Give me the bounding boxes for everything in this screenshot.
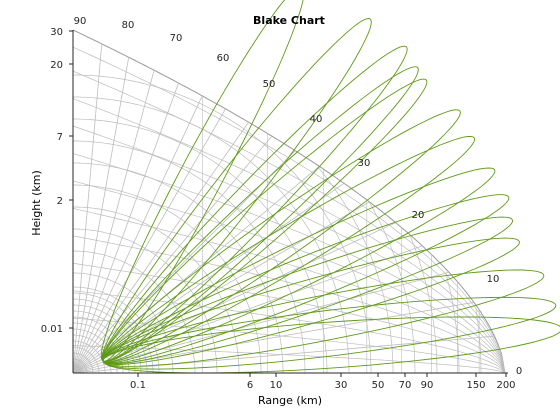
coverage-lobe (102, 109, 461, 363)
coverage-lobe (101, 45, 408, 363)
x-tick-label: 50 (372, 380, 385, 391)
range-arc (73, 292, 154, 373)
height-curve (72, 317, 506, 374)
angle-label: 0 (516, 366, 522, 377)
range-arc (73, 228, 218, 373)
outer-envelope (72, 29, 506, 374)
range-arc (73, 118, 328, 373)
range-arc (73, 74, 372, 373)
coverage-lobe (102, 216, 513, 365)
y-tick-label: 20 (50, 60, 63, 71)
angle-label: 70 (170, 33, 183, 44)
angle-label: 40 (310, 114, 323, 125)
angle-gridline (72, 121, 249, 374)
y-tick-label: 0.01 (41, 324, 63, 335)
angle-gridline (72, 271, 450, 374)
height-curve (72, 98, 506, 374)
angle-label: 20 (412, 210, 425, 221)
coverage-lobe (102, 237, 520, 365)
angle-label: 90 (74, 16, 87, 27)
range-arc (73, 140, 306, 373)
angle-label: 30 (358, 158, 371, 169)
height-curve (72, 235, 506, 374)
y-axis-label: Height (km) (30, 170, 43, 236)
y-tick-label: 7 (57, 132, 63, 143)
angle-label: 50 (263, 79, 276, 90)
range-arc (73, 322, 124, 373)
range-arc (368, 201, 416, 374)
x-tick-label: 6 (247, 380, 253, 391)
angle-gridline (72, 70, 155, 374)
range-arc (73, 250, 196, 373)
height-curve (72, 125, 506, 374)
y-tick-label: 30 (50, 27, 63, 38)
range-arc (73, 364, 82, 373)
coverage-lobe (101, 18, 372, 362)
x-tick-label: 70 (399, 380, 412, 391)
x-tick-label: 150 (466, 380, 485, 391)
range-arc (445, 273, 460, 374)
coverage-lobe (102, 194, 510, 364)
axes (72, 30, 508, 374)
x-tick-label: 10 (270, 380, 283, 391)
angle-label: 60 (217, 53, 230, 64)
chart-title: Blake Chart (253, 14, 325, 27)
angle-label: 10 (487, 274, 500, 285)
x-tick-label: 200 (496, 380, 515, 391)
tick-labels: 90 80 70 60 50 40 30 20 10 0 0.1 6 10 30 50 70 90 150 200 3… (41, 16, 522, 391)
coverage-lobe (101, 66, 419, 363)
range-arc (73, 184, 262, 373)
range-arc (475, 309, 482, 374)
height-curve (72, 262, 506, 374)
coverage-lobe (101, 78, 428, 363)
range-arc (410, 236, 438, 374)
coverage-lobe (102, 296, 557, 370)
range-arc (73, 346, 100, 373)
x-axis-label: Range (km) (258, 394, 322, 407)
angle-label: 80 (122, 20, 135, 31)
x-tick-label: 90 (421, 380, 434, 391)
height-curve (72, 290, 506, 374)
range-arc (73, 358, 88, 373)
height-curve (72, 345, 506, 374)
x-tick-label: 30 (335, 380, 348, 391)
height-curve (72, 153, 506, 374)
coverage-lobe (102, 167, 496, 364)
range-arc (73, 310, 136, 373)
range-arc (73, 352, 94, 373)
height-curve (72, 70, 506, 374)
range-arc (73, 272, 174, 373)
range-arc (73, 298, 148, 373)
x-tick-label: 0.1 (130, 380, 146, 391)
coverage-lobe (100, 0, 304, 362)
angle-gridline (72, 82, 179, 374)
y-tick-label: 2 (57, 196, 63, 207)
range-arc (73, 340, 106, 373)
height-curve (72, 46, 506, 374)
coverage-lobe (102, 269, 545, 367)
